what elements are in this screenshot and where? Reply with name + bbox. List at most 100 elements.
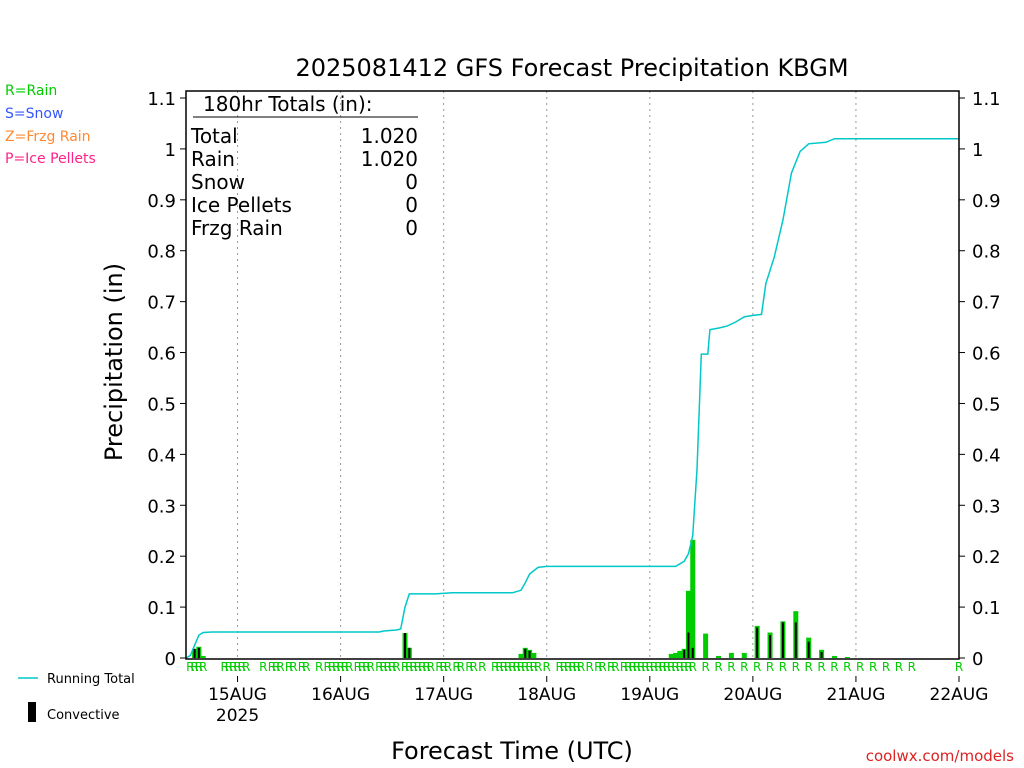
rain-marker-13: R bbox=[276, 660, 284, 674]
y-tick-label-left-3: 0.3 bbox=[147, 496, 176, 517]
convective-bar-5 bbox=[528, 650, 531, 658]
y-tick-label-left-8: 0.8 bbox=[147, 242, 176, 263]
rain-marker-22: R bbox=[336, 660, 344, 674]
rain-marker-73: R bbox=[624, 660, 632, 674]
totals-row-value-1: 1.020 bbox=[361, 147, 418, 171]
rain-marker-23: R bbox=[341, 660, 349, 674]
x-axis-ticks: 15AUG 16AUG 17AUG 18AUG 19AUG 20AUG 21AUG 22AUG… bbox=[208, 676, 988, 726]
y-tick-label-right-3: 0.3 bbox=[972, 496, 1001, 517]
rain-marker-67: R bbox=[586, 660, 594, 674]
y-tick-label-left-2: 0.2 bbox=[147, 547, 176, 568]
precip-bar-8 bbox=[531, 652, 537, 658]
y-tick-label-left-10: 1 bbox=[165, 140, 176, 161]
rain-marker-92: R bbox=[740, 660, 748, 674]
rain-marker-7: R bbox=[233, 660, 241, 674]
rain-marker-96: R bbox=[792, 660, 800, 674]
running-total-legend-label: Running Total bbox=[47, 672, 135, 687]
convective-bar-4 bbox=[524, 648, 527, 658]
y-tick-label-right-6: 0.6 bbox=[972, 344, 1001, 365]
y-tick-label-left-7: 0.7 bbox=[147, 293, 176, 314]
precip-bar-2 bbox=[200, 655, 206, 658]
rain-marker-46: R bbox=[465, 660, 473, 674]
rain-marker-65: R bbox=[573, 660, 581, 674]
x-tick-label-2: 17AUG bbox=[414, 685, 473, 705]
convective-bar-14 bbox=[820, 651, 823, 658]
convective-bar-6 bbox=[683, 649, 686, 658]
convective-bars bbox=[193, 622, 823, 658]
rain-marker-51: R bbox=[500, 660, 508, 674]
convective-bar-7 bbox=[687, 632, 690, 658]
rain-marker-71: R bbox=[611, 660, 619, 674]
rain-marker-18: R bbox=[315, 660, 323, 674]
rain-marker-86: R bbox=[680, 660, 688, 674]
y-tick-label-left-0: 0 bbox=[165, 649, 176, 670]
legend-rain: R=Rain bbox=[5, 83, 57, 99]
rain-marker-26: R bbox=[358, 660, 366, 674]
rain-marker-34: R bbox=[401, 660, 409, 674]
rain-marker-4: R bbox=[220, 660, 228, 674]
legend-frzg-rain: Z=Frzg Rain bbox=[5, 129, 91, 145]
precip-bar-11 bbox=[677, 650, 683, 658]
y-tick-label-right-0: 0 bbox=[972, 649, 983, 670]
rain-marker-24: R bbox=[345, 660, 353, 674]
precip-bar-15 bbox=[703, 633, 709, 658]
rain-marker-101: R bbox=[856, 660, 864, 674]
convective-bar-12 bbox=[794, 622, 797, 658]
rain-marker-28: R bbox=[366, 660, 374, 674]
rain-marker-10: R bbox=[259, 660, 267, 674]
rain-marker-2: R bbox=[195, 660, 203, 674]
rain-marker-29: R bbox=[375, 660, 383, 674]
rain-marker-106: R bbox=[955, 660, 963, 674]
y-axis-ticks: 0 00.1 0.10.2 0.20.3 0.30.4 0.40.5 0.50.6 0.60.… bbox=[147, 89, 1000, 670]
rain-marker-21: R bbox=[332, 660, 340, 674]
y-tick-label-right-5: 0.5 bbox=[972, 394, 1001, 415]
convective-bar-9 bbox=[756, 627, 759, 658]
rain-marker-45: R bbox=[457, 660, 465, 674]
running-total-line bbox=[185, 137, 959, 659]
totals-box: 180hr Totals (in): Total 1.020 Rain 1.020 Sn… bbox=[190, 92, 418, 240]
rain-marker-54: R bbox=[513, 660, 521, 674]
rain-marker-35: R bbox=[405, 660, 413, 674]
rain-marker-48: R bbox=[478, 660, 486, 674]
rain-marker-98: R bbox=[817, 660, 825, 674]
convective-bar-1 bbox=[197, 647, 200, 658]
rain-marker-75: R bbox=[633, 660, 641, 674]
precip-bar-10 bbox=[673, 652, 679, 658]
legend-snow: S=Snow bbox=[5, 106, 63, 122]
rain-marker-17: R bbox=[302, 660, 310, 674]
rain-marker-91: R bbox=[727, 660, 735, 674]
rain-marker-44: R bbox=[452, 660, 460, 674]
rain-marker-64: R bbox=[568, 660, 576, 674]
totals-row-value-4: 0 bbox=[405, 216, 418, 240]
rain-marker-81: R bbox=[659, 660, 667, 674]
rain-marker-12: R bbox=[272, 660, 280, 674]
y-tick-label-left-9: 0.9 bbox=[147, 191, 176, 212]
year-label: 2025 bbox=[216, 706, 259, 726]
rain-marker-105: R bbox=[908, 660, 916, 674]
precip-bar-26 bbox=[844, 656, 850, 658]
totals-row-label-2: Snow bbox=[191, 170, 245, 194]
rain-marker-30: R bbox=[379, 660, 387, 674]
convective-bar-11 bbox=[781, 622, 784, 658]
convective-bar-2 bbox=[404, 633, 407, 658]
rain-marker-62: R bbox=[560, 660, 568, 674]
convective-bar-0 bbox=[193, 648, 196, 658]
rain-marker-102: R bbox=[869, 660, 877, 674]
rain-marker-53: R bbox=[508, 660, 516, 674]
rain-marker-55: R bbox=[517, 660, 525, 674]
rain-marker-50: R bbox=[495, 660, 503, 674]
y-tick-label-left-11: 1.1 bbox=[147, 89, 176, 110]
x-tick-label-7: 22AUG bbox=[930, 685, 989, 705]
series-legend: Running Total Convective bbox=[18, 672, 135, 723]
totals-row-label-1: Rain bbox=[191, 147, 235, 171]
rain-marker-49: R bbox=[491, 660, 499, 674]
rain-marker-58: R bbox=[530, 660, 538, 674]
rain-marker-66: R bbox=[577, 660, 585, 674]
rain-marker-84: R bbox=[671, 660, 679, 674]
rain-marker-97: R bbox=[805, 660, 813, 674]
rain-marker-15: R bbox=[289, 660, 297, 674]
rain-marker-5: R bbox=[225, 660, 233, 674]
rain-marker-103: R bbox=[882, 660, 890, 674]
y-axis-label: Precipitation (in) bbox=[100, 263, 128, 461]
